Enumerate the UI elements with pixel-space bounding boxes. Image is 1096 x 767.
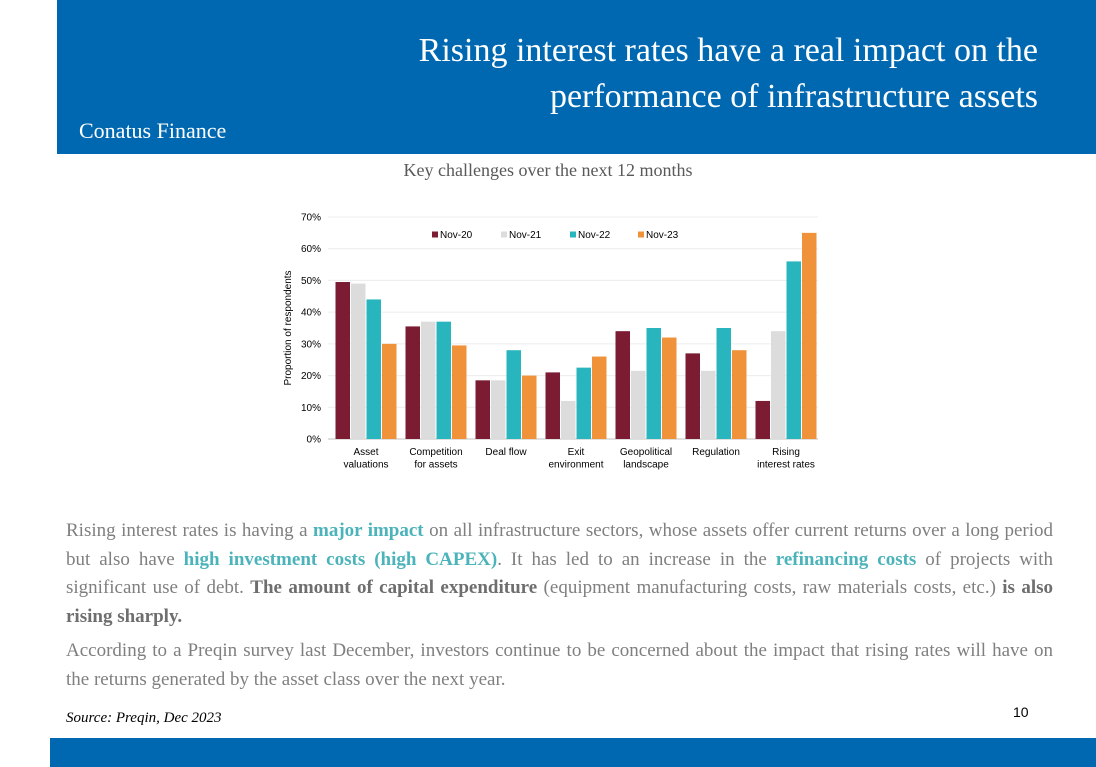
bar-nov-22 bbox=[716, 328, 731, 439]
body-text: Rising interest rates is having a major … bbox=[66, 517, 1053, 700]
x-category-label: Competition for assets bbox=[409, 447, 462, 471]
y-tick-label: 60% bbox=[301, 244, 321, 255]
legend-entry: Nov-23 bbox=[646, 230, 679, 241]
bar-nov-22 bbox=[786, 261, 801, 439]
footer-banner bbox=[50, 738, 1096, 767]
legend-swatch bbox=[432, 231, 438, 238]
bar-nov-22 bbox=[506, 350, 521, 439]
bold-text: The amount of capital expenditure bbox=[250, 577, 538, 598]
legend-entry: Nov-20 bbox=[440, 230, 473, 241]
bar-nov-21 bbox=[491, 380, 506, 439]
legend-swatch bbox=[570, 231, 576, 238]
paragraph-text: of projects with significant use of debt… bbox=[66, 548, 1053, 599]
legend-entry: Nov-22 bbox=[578, 230, 611, 241]
page-title-line-1: Rising interest rates have a real impact… bbox=[418, 32, 1038, 69]
brand-name: Conatus Finance bbox=[79, 118, 227, 143]
x-category-label: Rising interest rates bbox=[757, 447, 815, 471]
page-title-line-2: performance of infrastructure assets bbox=[549, 78, 1038, 115]
bar-nov-20 bbox=[615, 331, 630, 439]
y-tick-label: 0% bbox=[307, 435, 322, 446]
y-tick-label: 30% bbox=[301, 339, 321, 350]
bar-nov-20 bbox=[685, 353, 700, 439]
x-category-label: Exit environment bbox=[548, 447, 603, 471]
x-category-label: Regulation bbox=[692, 447, 740, 458]
page-title: Rising interest rates have a real impact… bbox=[278, 28, 1038, 120]
legend-entry: Nov-21 bbox=[509, 230, 542, 241]
bar-nov-20 bbox=[335, 282, 350, 439]
highlight-text: major impact bbox=[313, 520, 424, 541]
source-note: Source: Preqin, Dec 2023 bbox=[66, 710, 222, 726]
x-category-label: Asset valuations bbox=[343, 447, 388, 471]
bar-nov-20 bbox=[475, 380, 490, 439]
bar-chart: 0% 10% 20% 30% 40% 50% 60% 70% Proportion of res… bbox=[283, 213, 818, 471]
bar-nov-20 bbox=[405, 326, 420, 439]
bar-nov-21 bbox=[421, 321, 436, 439]
highlight-text: high investment costs (high CAPEX) bbox=[183, 548, 498, 570]
paragraph-text: (equipment manufacturing costs, raw mate… bbox=[537, 577, 1003, 598]
bar-nov-23 bbox=[522, 375, 537, 439]
y-tick-label: 20% bbox=[301, 371, 321, 382]
bar-nov-21 bbox=[701, 370, 716, 439]
bar-nov-20 bbox=[755, 400, 770, 439]
y-tick-label: 70% bbox=[301, 213, 321, 224]
bold-text: is also rising sharply. bbox=[66, 577, 1053, 627]
bar-nov-20 bbox=[545, 372, 560, 439]
y-axis-label: Proportion of respondents bbox=[283, 270, 294, 385]
highlight-text: refinancing costs bbox=[775, 548, 917, 570]
bar-nov-23 bbox=[732, 350, 747, 439]
y-tick-label: 40% bbox=[301, 308, 321, 319]
y-tick-label: 50% bbox=[301, 276, 321, 287]
chart-title: Key challenges over the next 12 months bbox=[403, 160, 693, 180]
x-category-label: Geopolitical landscape bbox=[620, 447, 672, 471]
bar-nov-21 bbox=[631, 370, 646, 439]
bar-nov-22 bbox=[576, 367, 591, 439]
paragraph-1: Rising interest rates is having a major … bbox=[66, 517, 1053, 631]
bar-nov-23 bbox=[592, 356, 607, 439]
legend-swatch bbox=[501, 231, 507, 238]
paragraph-text: . It has led to an increase in the bbox=[497, 548, 776, 570]
bar-nov-22 bbox=[646, 328, 661, 439]
paragraph-text: on all infrastructure sectors, whose ass… bbox=[66, 520, 1053, 570]
bar-nov-23 bbox=[452, 345, 467, 439]
bar-nov-21 bbox=[771, 331, 786, 439]
bar-nov-22 bbox=[366, 299, 381, 439]
bar-nov-23 bbox=[382, 343, 397, 439]
paragraph-2: According to a Preqin survey last Decemb… bbox=[66, 640, 1053, 690]
y-tick-label: 10% bbox=[301, 403, 321, 414]
header-banner: Rising interest rates have a real impact… bbox=[57, 0, 1096, 154]
x-category-label: Deal flow bbox=[485, 447, 527, 458]
bar-nov-21 bbox=[351, 283, 366, 439]
page-number: 10 bbox=[1013, 704, 1029, 720]
bar-nov-21 bbox=[561, 400, 576, 439]
bar-nov-23 bbox=[802, 232, 817, 439]
paragraph-text: Rising interest rates is having a bbox=[66, 520, 313, 541]
legend-swatch bbox=[638, 231, 644, 238]
bar-nov-23 bbox=[662, 337, 677, 439]
bar-nov-22 bbox=[436, 321, 451, 439]
